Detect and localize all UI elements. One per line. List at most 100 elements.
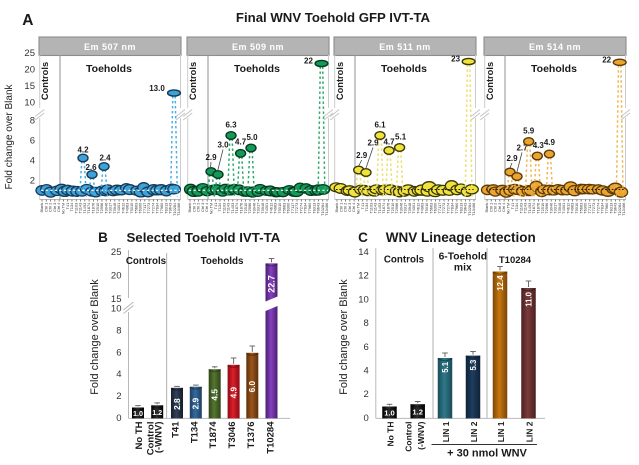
svg-text:T4301: T4301 [264,203,269,214]
svg-text:2.4: 2.4 [99,154,111,163]
svg-text:(-WNV): (-WNV) [154,422,165,454]
svg-text:T4612: T4612 [120,203,125,214]
svg-text:Ctrl 3: Ctrl 3 [347,203,352,212]
svg-text:Toeholds: Toeholds [234,63,280,75]
svg-text:T3948: T3948 [112,203,117,214]
svg-text:Toeholds: Toeholds [201,256,244,267]
svg-text:4.9: 4.9 [228,386,238,398]
svg-text:6.0: 6.0 [247,380,257,392]
svg-text:2: 2 [364,389,369,400]
svg-text:C: C [358,230,368,245]
svg-text:12.4: 12.4 [496,275,505,291]
svg-text:T5663: T5663 [428,203,433,214]
svg-text:T7117: T7117 [437,203,442,214]
svg-text:22.7: 22.7 [267,275,277,293]
svg-text:Ctrl 1: Ctrl 1 [43,203,48,212]
svg-text:Ctrl 1: Ctrl 1 [191,203,196,212]
svg-text:T1143: T1143 [523,203,528,214]
svg-text:5.1: 5.1 [441,361,450,373]
svg-text:5.0: 5.0 [246,133,258,142]
svg-text:T10284: T10284 [266,421,277,454]
svg-text:10: 10 [358,294,369,305]
svg-text:4: 4 [364,366,369,377]
svg-text:Blank: Blank [334,203,339,213]
svg-text:No TM: No TM [61,203,66,215]
svg-text:T7273: T7273 [294,203,299,214]
svg-text:3.0: 3.0 [217,141,229,150]
svg-text:T7960: T7960 [307,202,312,214]
svg-text:T1103: T1103 [518,203,523,214]
svg-text:T3317: T3317 [403,203,408,214]
svg-text:5.3: 5.3 [469,359,478,371]
svg-text:2.9: 2.9 [205,153,217,162]
svg-text:T41: T41 [510,203,515,210]
svg-text:T8313: T8313 [311,203,316,214]
svg-text:A: A [22,12,33,29]
svg-text:T5663: T5663 [281,203,286,214]
svg-text:14: 14 [358,247,369,258]
svg-text:(-WNV): (-WNV) [416,421,426,449]
svg-text:25: 25 [24,48,35,59]
svg-text:T7960: T7960 [454,202,459,214]
svg-text:T7274: T7274 [150,202,155,214]
svg-text:T3046: T3046 [227,422,238,449]
svg-text:10: 10 [24,98,35,109]
svg-text:T7834: T7834 [450,202,455,214]
svg-text:4.2: 4.2 [77,146,89,155]
svg-text:T1876: T1876 [91,203,96,214]
svg-text:0: 0 [116,413,121,424]
svg-text:2.9: 2.9 [506,154,518,163]
svg-text:Ctrl 3: Ctrl 3 [52,203,57,212]
svg-text:T1874: T1874 [86,202,91,214]
svg-text:4: 4 [116,369,121,380]
svg-text:6.3: 6.3 [225,121,237,130]
svg-text:Ctrl 2: Ctrl 2 [48,203,53,212]
svg-text:T5663: T5663 [133,203,138,214]
svg-text:T1453: T1453 [230,203,235,214]
svg-text:T7273: T7273 [441,203,446,214]
svg-text:T7274: T7274 [298,202,303,214]
svg-text:No TM: No TM [506,203,511,215]
svg-text:T134: T134 [69,202,74,212]
svg-text:T5663: T5663 [578,203,583,214]
svg-text:Ctrl 2: Ctrl 2 [196,203,201,212]
svg-text:8: 8 [364,318,369,329]
svg-text:20: 20 [24,65,35,76]
svg-text:T7960: T7960 [159,202,164,214]
svg-text:T3046: T3046 [548,203,553,214]
svg-text:T7117: T7117 [290,203,295,214]
svg-text:T1874: T1874 [208,421,219,449]
svg-text:T1874: T1874 [234,202,239,214]
svg-text:2.9: 2.9 [367,139,379,148]
svg-text:Controls: Controls [485,62,495,100]
svg-text:T6300: T6300 [286,202,291,214]
svg-text:2.9: 2.9 [356,151,368,160]
svg-text:4.9: 4.9 [544,138,556,147]
svg-text:T4301: T4301 [116,203,121,214]
svg-text:15: 15 [111,294,122,305]
svg-text:T4612: T4612 [268,203,273,214]
svg-text:LIN 1: LIN 1 [496,421,506,442]
svg-text:T7273: T7273 [146,203,151,214]
svg-text:T9643: T9643 [463,203,468,214]
svg-text:T1876: T1876 [239,203,244,214]
svg-text:T1874: T1874 [381,202,386,214]
svg-text:T4963: T4963 [125,203,130,214]
svg-text:B: B [98,230,108,245]
svg-text:mix: mix [454,263,472,274]
svg-text:Blank: Blank [484,203,489,213]
svg-text:Toeholds: Toeholds [86,63,132,75]
svg-text:Blank: Blank [187,203,192,213]
svg-text:22: 22 [304,57,313,66]
svg-text:T3046: T3046 [398,203,403,214]
svg-text:Ctrl 3: Ctrl 3 [200,203,205,212]
svg-text:T7834: T7834 [155,202,160,214]
svg-text:T1453: T1453 [527,203,532,214]
svg-text:Em 507 nm: Em 507 nm [84,42,136,52]
svg-text:T3317: T3317 [553,203,558,214]
svg-text:T9643: T9643 [316,203,321,214]
svg-text:1.2: 1.2 [152,408,162,417]
svg-text:Ctrl 1: Ctrl 1 [338,203,343,212]
svg-text:T4612: T4612 [415,203,420,214]
svg-text:13.0: 13.0 [149,84,165,93]
